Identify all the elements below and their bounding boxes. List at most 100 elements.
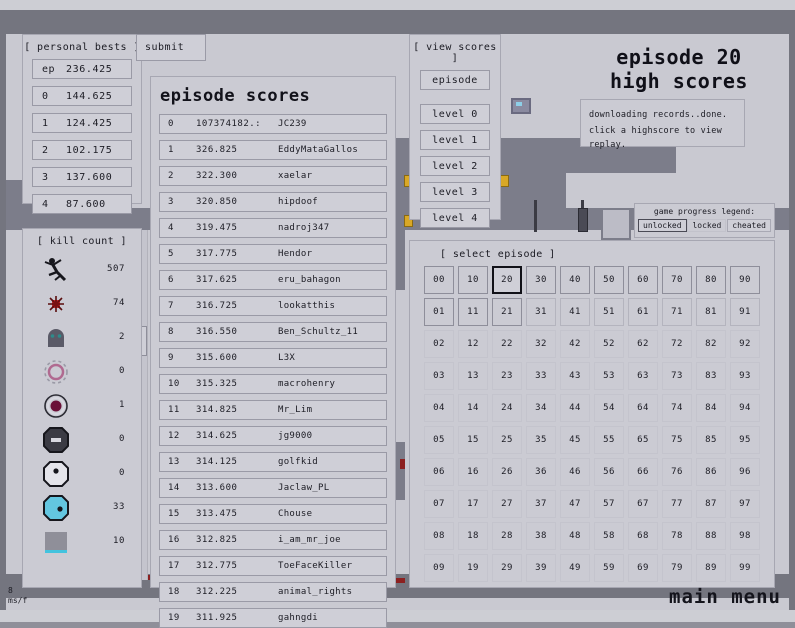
score-row[interactable]: 7 316.725 lookatthis — [159, 296, 387, 316]
episode-cell-79[interactable]: 79 — [662, 554, 692, 582]
personal-best-row[interactable]: 2 102.175 — [32, 140, 132, 160]
episode-cell-96[interactable]: 96 — [730, 458, 760, 486]
episode-cell-60[interactable]: 60 — [628, 266, 658, 294]
episode-cell-75[interactable]: 75 — [662, 426, 692, 454]
episode-cell-44[interactable]: 44 — [560, 394, 590, 422]
episode-cell-03[interactable]: 03 — [424, 362, 454, 390]
episode-cell-91[interactable]: 91 — [730, 298, 760, 326]
episode-cell-53[interactable]: 53 — [594, 362, 624, 390]
score-row[interactable]: 4 319.475 nadroj347 — [159, 218, 387, 238]
episode-cell-31[interactable]: 31 — [526, 298, 556, 326]
episode-cell-92[interactable]: 92 — [730, 330, 760, 358]
episode-cell-01[interactable]: 01 — [424, 298, 454, 326]
score-row[interactable]: 18 312.225 animal_rights — [159, 582, 387, 602]
episode-cell-20[interactable]: 20 — [492, 266, 522, 294]
score-row[interactable]: 9 315.600 L3X — [159, 348, 387, 368]
episode-cell-42[interactable]: 42 — [560, 330, 590, 358]
episode-cell-52[interactable]: 52 — [594, 330, 624, 358]
view-scores-level-0[interactable]: level 0 — [420, 104, 490, 124]
episode-cell-87[interactable]: 87 — [696, 490, 726, 518]
episode-cell-48[interactable]: 48 — [560, 522, 590, 550]
episode-cell-29[interactable]: 29 — [492, 554, 522, 582]
personal-best-row[interactable]: 0 144.625 — [32, 86, 132, 106]
score-row[interactable]: 6 317.625 eru_bahagon — [159, 270, 387, 290]
episode-cell-11[interactable]: 11 — [458, 298, 488, 326]
episode-cell-28[interactable]: 28 — [492, 522, 522, 550]
personal-best-row[interactable]: ep 236.425 — [32, 59, 132, 79]
episode-cell-54[interactable]: 54 — [594, 394, 624, 422]
episode-cell-81[interactable]: 81 — [696, 298, 726, 326]
score-row[interactable]: 12 314.625 jg9000 — [159, 426, 387, 446]
episode-cell-21[interactable]: 21 — [492, 298, 522, 326]
score-row[interactable]: 17 312.775 ToeFaceKiller — [159, 556, 387, 576]
episode-cell-90[interactable]: 90 — [730, 266, 760, 294]
view-scores-level-3[interactable]: level 3 — [420, 182, 490, 202]
episode-cell-49[interactable]: 49 — [560, 554, 590, 582]
episode-cell-50[interactable]: 50 — [594, 266, 624, 294]
score-row[interactable]: 16 312.825 i_am_mr_joe — [159, 530, 387, 550]
score-row[interactable]: 2 322.300 xaelar — [159, 166, 387, 186]
episode-cell-71[interactable]: 71 — [662, 298, 692, 326]
score-row[interactable]: 8 316.550 Ben_Schultz_11 — [159, 322, 387, 342]
episode-cell-26[interactable]: 26 — [492, 458, 522, 486]
episode-cell-07[interactable]: 07 — [424, 490, 454, 518]
score-row[interactable]: 14 313.600 Jaclaw_PL — [159, 478, 387, 498]
episode-cell-16[interactable]: 16 — [458, 458, 488, 486]
view-scores-level-1[interactable]: level 1 — [420, 130, 490, 150]
episode-cell-15[interactable]: 15 — [458, 426, 488, 454]
score-row[interactable]: 3 320.850 hipdoof — [159, 192, 387, 212]
episode-cell-69[interactable]: 69 — [628, 554, 658, 582]
view-scores-episode[interactable]: episode — [420, 70, 490, 90]
episode-cell-00[interactable]: 00 — [424, 266, 454, 294]
episode-cell-55[interactable]: 55 — [594, 426, 624, 454]
episode-cell-56[interactable]: 56 — [594, 458, 624, 486]
episode-cell-98[interactable]: 98 — [730, 522, 760, 550]
episode-cell-47[interactable]: 47 — [560, 490, 590, 518]
score-row[interactable]: 5 317.775 Hendor — [159, 244, 387, 264]
episode-cell-25[interactable]: 25 — [492, 426, 522, 454]
episode-cell-74[interactable]: 74 — [662, 394, 692, 422]
episode-cell-22[interactable]: 22 — [492, 330, 522, 358]
episode-cell-05[interactable]: 05 — [424, 426, 454, 454]
episode-cell-97[interactable]: 97 — [730, 490, 760, 518]
episode-cell-94[interactable]: 94 — [730, 394, 760, 422]
episode-cell-84[interactable]: 84 — [696, 394, 726, 422]
episode-cell-23[interactable]: 23 — [492, 362, 522, 390]
episode-cell-38[interactable]: 38 — [526, 522, 556, 550]
episode-cell-82[interactable]: 82 — [696, 330, 726, 358]
episode-cell-35[interactable]: 35 — [526, 426, 556, 454]
episode-cell-39[interactable]: 39 — [526, 554, 556, 582]
episode-cell-62[interactable]: 62 — [628, 330, 658, 358]
episode-cell-04[interactable]: 04 — [424, 394, 454, 422]
episode-cell-18[interactable]: 18 — [458, 522, 488, 550]
episode-cell-24[interactable]: 24 — [492, 394, 522, 422]
episode-cell-57[interactable]: 57 — [594, 490, 624, 518]
episode-cell-85[interactable]: 85 — [696, 426, 726, 454]
episode-cell-08[interactable]: 08 — [424, 522, 454, 550]
view-scores-level-4[interactable]: level 4 — [420, 208, 490, 228]
score-row[interactable]: 19 311.925 gahngdi — [159, 608, 387, 628]
episode-cell-78[interactable]: 78 — [662, 522, 692, 550]
score-row[interactable]: 13 314.125 golfkid — [159, 452, 387, 472]
score-row[interactable]: 1 326.825 EddyMataGallos — [159, 140, 387, 160]
episode-cell-66[interactable]: 66 — [628, 458, 658, 486]
personal-best-row[interactable]: 3 137.600 — [32, 167, 132, 187]
episode-cell-32[interactable]: 32 — [526, 330, 556, 358]
episode-cell-45[interactable]: 45 — [560, 426, 590, 454]
score-row[interactable]: 15 313.475 Chouse — [159, 504, 387, 524]
episode-cell-73[interactable]: 73 — [662, 362, 692, 390]
episode-cell-59[interactable]: 59 — [594, 554, 624, 582]
episode-cell-72[interactable]: 72 — [662, 330, 692, 358]
episode-cell-27[interactable]: 27 — [492, 490, 522, 518]
episode-cell-89[interactable]: 89 — [696, 554, 726, 582]
episode-cell-36[interactable]: 36 — [526, 458, 556, 486]
episode-cell-63[interactable]: 63 — [628, 362, 658, 390]
episode-cell-37[interactable]: 37 — [526, 490, 556, 518]
score-row[interactable]: 10 315.325 macrohenry — [159, 374, 387, 394]
personal-best-row[interactable]: 1 124.425 — [32, 113, 132, 133]
episode-cell-06[interactable]: 06 — [424, 458, 454, 486]
episode-cell-02[interactable]: 02 — [424, 330, 454, 358]
episode-cell-70[interactable]: 70 — [662, 266, 692, 294]
episode-cell-34[interactable]: 34 — [526, 394, 556, 422]
main-menu-button[interactable]: main menu — [669, 586, 781, 608]
